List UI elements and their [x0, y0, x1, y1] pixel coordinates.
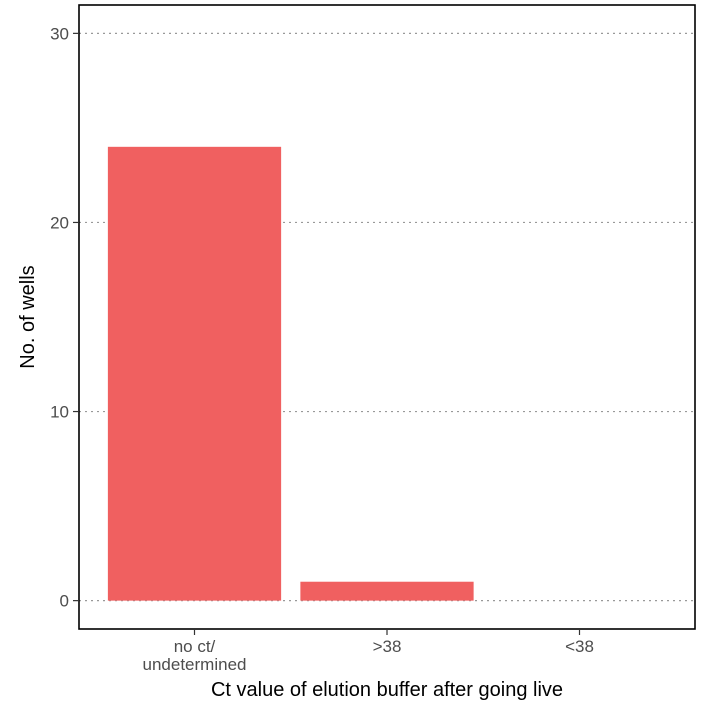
bar-0 [107, 146, 282, 601]
y-axis-title: No. of wells [17, 265, 39, 368]
x-tick-label-line: no ct/ [174, 637, 216, 656]
y-tick-label-0: 0 [60, 592, 69, 611]
y-tick-label-30: 30 [50, 24, 69, 43]
x-tick-label-line: undetermined [143, 655, 247, 674]
x-tick-label-line: <38 [565, 637, 594, 656]
x-tick-label-0: no ct/undetermined [143, 637, 247, 674]
x-axis-ticks: no ct/undetermined >38 <38 [143, 629, 594, 674]
x-tick-label-1: >38 [373, 637, 402, 656]
y-tick-label-20: 20 [50, 213, 69, 232]
bar-1 [300, 581, 474, 601]
y-tick-label-10: 10 [50, 403, 69, 422]
x-tick-label-line: >38 [373, 637, 402, 656]
x-axis-title: Ct value of elution buffer after going l… [211, 679, 563, 701]
y-axis-ticks: 0 10 20 30 [50, 24, 79, 611]
x-tick-label-2: <38 [565, 637, 594, 656]
bars [107, 146, 474, 601]
